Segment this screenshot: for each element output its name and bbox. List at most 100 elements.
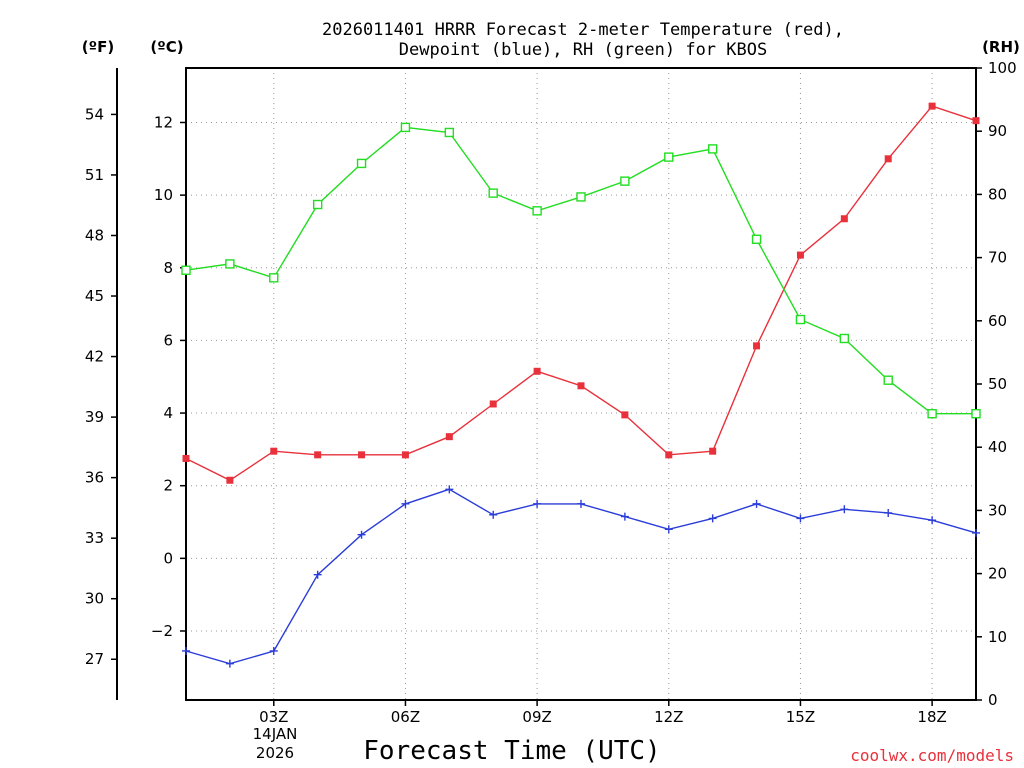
- x-tick-label: 09Z: [522, 708, 551, 726]
- dewpoint-point: [884, 508, 893, 517]
- celsius-tick-label: 0: [163, 549, 173, 567]
- dewpoint-point: [489, 510, 498, 519]
- temperature-point: [182, 454, 190, 462]
- dewpoint-point: [840, 505, 849, 514]
- temperature-point: [840, 215, 848, 223]
- x-axis-title: Forecast Time (UTC): [363, 736, 660, 766]
- temperature-point: [270, 447, 278, 455]
- temperature-point: [665, 451, 673, 459]
- temperature-line: [185, 105, 977, 482]
- dewpoint-point: [182, 646, 190, 655]
- celsius-tick-label: 8: [163, 259, 173, 277]
- temperature-point: [709, 447, 717, 455]
- x-tick-label: 03Z: [259, 708, 288, 726]
- fahrenheit-tick-label: 36: [85, 469, 104, 487]
- celsius-tick-label: 2: [163, 477, 173, 495]
- fahrenheit-tick-label: 51: [85, 166, 104, 184]
- rh-axis-unit: (RH): [982, 38, 1020, 56]
- date-label-day: 14JAN: [253, 725, 298, 743]
- dewpoint-point: [796, 514, 805, 523]
- dewpoint-point: [225, 659, 234, 668]
- celsius-tick-label: −2: [151, 622, 173, 640]
- dewpoint-point: [752, 499, 761, 508]
- dewpoint-point: [928, 516, 937, 525]
- x-tick-label: 15Z: [786, 708, 815, 726]
- dewpoint-point: [533, 499, 542, 508]
- dewpoint-point: [269, 646, 278, 655]
- celsius-tick-label: 10: [154, 186, 173, 204]
- data-series: [181, 102, 981, 668]
- fahrenheit-tick-label: 54: [85, 105, 104, 123]
- series-rh: [181, 122, 981, 419]
- rh-tick-label: 100: [988, 59, 1017, 77]
- rh-point: [181, 265, 191, 275]
- rh-tick-label: 20: [988, 565, 1007, 583]
- rh-tick-label: 50: [988, 375, 1007, 393]
- rh-line: [185, 126, 976, 415]
- fahrenheit-tick-label: 30: [85, 590, 104, 608]
- temperature-point: [753, 342, 761, 350]
- dewpoint-point: [445, 485, 454, 494]
- rh-point: [839, 333, 850, 344]
- rh-tick-label: 80: [988, 185, 1007, 203]
- rh-point: [356, 158, 367, 169]
- date-label-year: 2026: [256, 744, 294, 762]
- dewpoint-point: [401, 499, 410, 508]
- x-tick-label: 18Z: [917, 708, 946, 726]
- rh-tick-label: 90: [988, 122, 1007, 140]
- temperature-point: [358, 451, 366, 459]
- rh-tick-label: 70: [988, 249, 1007, 267]
- fahrenheit-tick-label: 42: [85, 348, 104, 366]
- fahrenheit-tick-label: 33: [85, 529, 104, 547]
- celsius-tick-label: 6: [163, 331, 173, 349]
- fahrenheit-axis-unit: (ºF): [82, 38, 114, 56]
- temperature-point: [621, 411, 629, 419]
- fahrenheit-tick-label: 39: [85, 408, 104, 426]
- chart-title-line-1: 2026011401 HRRR Forecast 2-meter Tempera…: [322, 20, 844, 40]
- temperature-point: [445, 433, 453, 441]
- celsius-axis-unit: (ºC): [150, 38, 183, 56]
- rh-point: [225, 259, 235, 269]
- rh-point: [269, 273, 279, 283]
- temperature-point: [533, 367, 541, 375]
- dewpoint-point: [577, 499, 585, 508]
- celsius-tick-label: 12: [154, 113, 173, 131]
- rh-point: [400, 122, 411, 133]
- temperature-point: [226, 476, 234, 484]
- fahrenheit-tick-label: 27: [85, 650, 104, 668]
- series-dewpoint: [182, 485, 980, 668]
- temperature-point: [401, 451, 409, 459]
- axis-ticks: 03Z 06Z 09Z 12Z 15Z 18Z −2 0 2 4 6 8 10 12 27 30 33 36 39 4…: [85, 59, 1017, 726]
- rh-tick-label: 40: [988, 438, 1007, 456]
- x-tick-label: 06Z: [391, 708, 420, 726]
- temperature-point: [577, 382, 585, 390]
- dewpoint-point: [664, 525, 673, 534]
- rh-point: [620, 176, 630, 186]
- dewpoint-point: [620, 512, 629, 521]
- dewpoint-point: [313, 570, 322, 579]
- rh-point: [927, 409, 937, 419]
- temperature-point: [972, 117, 980, 125]
- rh-point: [971, 409, 981, 419]
- rh-tick-label: 0: [988, 691, 998, 709]
- rh-point: [751, 234, 762, 244]
- x-tick-label: 12Z: [654, 708, 683, 726]
- rh-point: [664, 152, 674, 162]
- series-temperature: [182, 102, 980, 484]
- rh-point: [883, 375, 893, 385]
- rh-tick-label: 10: [988, 628, 1007, 646]
- rh-tick-label: 30: [988, 501, 1007, 519]
- dewpoint-point: [357, 530, 366, 539]
- fahrenheit-tick-label: 48: [85, 226, 104, 244]
- dewpoint-line: [185, 488, 977, 665]
- celsius-tick-label: 4: [163, 404, 173, 422]
- source-credit: coolwx.com/models: [850, 746, 1014, 765]
- rh-point: [532, 206, 542, 216]
- temperature-point: [928, 102, 936, 110]
- temperature-point: [489, 400, 497, 408]
- rh-point: [444, 127, 455, 138]
- temperature-point: [796, 251, 804, 259]
- rh-point: [795, 314, 806, 325]
- rh-point: [488, 188, 498, 198]
